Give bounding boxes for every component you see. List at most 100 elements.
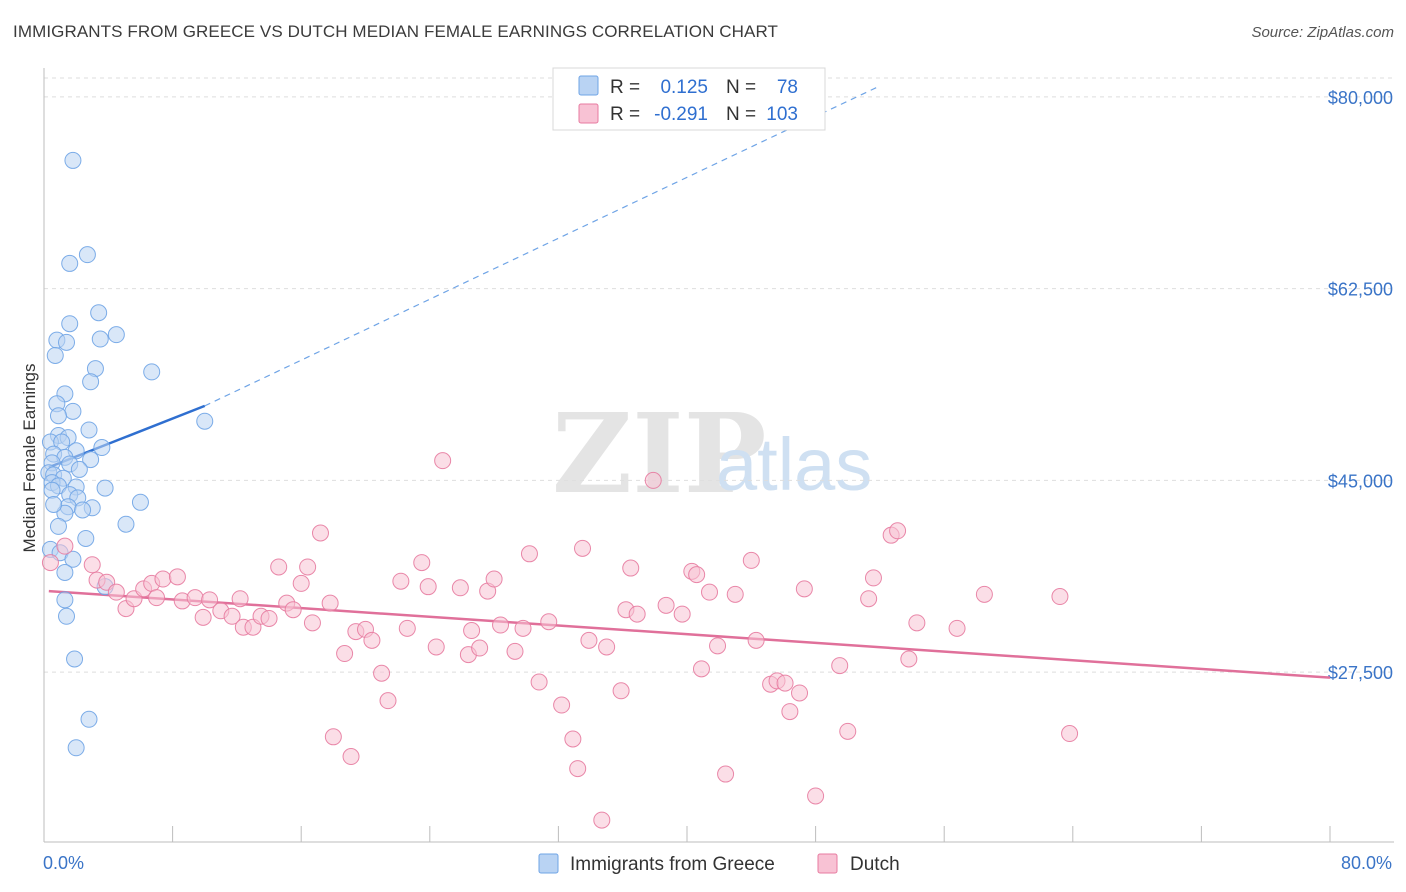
dutch-point-67	[622, 559, 640, 577]
dutch-point-70	[657, 596, 675, 614]
dutch-point-91	[864, 569, 882, 587]
dutch-point-46	[451, 579, 469, 597]
bottom-legend-swatch-dutch	[817, 853, 838, 874]
dutch-point-62	[580, 631, 598, 649]
greece-point-57	[66, 650, 84, 668]
dutch-point-85	[791, 684, 809, 702]
y-tick-label-0: $27,500	[1328, 663, 1393, 683]
dutch-point-33	[336, 645, 354, 663]
dutch-point-94	[900, 650, 918, 668]
dutch-point-11	[154, 570, 172, 588]
bottom-legend-swatch-greece	[538, 853, 559, 874]
dutch-point-60	[569, 760, 587, 778]
dutch-point-56	[530, 673, 548, 691]
bottom-legend: Immigrants from Greece Dutch	[538, 853, 900, 875]
greece-point-55	[56, 591, 74, 609]
dutch-point-90	[860, 590, 878, 608]
greece-point-18	[80, 421, 98, 439]
dutch-point-48	[463, 622, 481, 640]
watermark-zip: ZIP	[552, 389, 766, 518]
greece-point-58	[80, 710, 98, 728]
trend-lines	[48, 85, 1331, 679]
greece-point-27	[82, 451, 100, 469]
dutch-point-49	[471, 639, 489, 657]
legend-n-label-dutch: N =	[726, 104, 756, 125]
dutch-point-12	[168, 568, 186, 586]
dutch-point-75	[701, 583, 719, 601]
dutch-point-68	[628, 605, 646, 623]
dutch-point-30	[311, 524, 329, 542]
legend-r-label-greece: R =	[610, 77, 640, 98]
dutch-point-10	[148, 589, 166, 607]
dutch-point-52	[492, 616, 510, 634]
greece-point-38	[43, 481, 61, 499]
greece-point-59	[67, 739, 85, 757]
dutch-point-19	[231, 590, 249, 608]
dutch-point-45	[434, 452, 452, 470]
greece-point-9	[46, 346, 64, 364]
dutch-point-24	[270, 558, 288, 576]
dutch-point-40	[392, 572, 410, 590]
y-tick-labels: $27,500 $45,000 $62,500 $80,000	[1328, 88, 1393, 683]
dutch-point-84	[781, 703, 799, 721]
legend-swatch-dutch	[578, 103, 599, 124]
dutch-point-0	[41, 554, 59, 572]
bottom-legend-label-greece: Immigrants from Greece	[570, 854, 775, 875]
dutch-point-97	[975, 585, 993, 603]
dutch-point-14	[186, 589, 204, 607]
dutch-point-41	[398, 619, 416, 637]
dutch-point-65	[612, 682, 630, 700]
dutch-point-95	[908, 614, 926, 632]
dutch-point-34	[342, 748, 360, 766]
dutch-trend-line	[48, 589, 1331, 679]
y-tick-label-3: $80,000	[1328, 88, 1393, 108]
dutch-point-71	[673, 605, 691, 623]
greece-point-53	[56, 563, 74, 581]
dutch-point-15	[194, 608, 212, 626]
data-points	[40, 151, 1079, 829]
greece-point-5	[107, 326, 125, 344]
greece-point-8	[58, 333, 76, 351]
greece-point-41	[131, 493, 149, 511]
dutch-point-98	[1051, 588, 1069, 606]
greece-point-12	[82, 373, 100, 391]
x-tick-label-left: 0.0%	[43, 853, 84, 873]
dutch-point-51	[485, 570, 503, 588]
dutch-point-2	[83, 556, 101, 574]
dutch-point-76	[709, 637, 727, 655]
dutch-point-53	[506, 642, 524, 660]
greece-point-0	[64, 151, 82, 169]
dutch-point-77	[717, 765, 735, 783]
dutch-point-28	[299, 558, 317, 576]
dutch-point-32	[324, 728, 342, 746]
dutch-point-43	[419, 578, 437, 596]
dutch-point-5	[107, 583, 125, 601]
watermark-atlas: atlas	[716, 423, 872, 506]
dutch-point-61	[574, 539, 592, 557]
dutch-point-80	[747, 631, 765, 649]
greece-point-2	[61, 254, 79, 272]
greece-point-4	[61, 315, 79, 333]
y-tick-label-2: $62,500	[1328, 280, 1393, 300]
greece-point-15	[64, 402, 82, 420]
dutch-point-99	[1061, 725, 1079, 743]
source-label: Source: ZipAtlas.com	[1251, 24, 1394, 41]
y-axis-title: Median Female Earnings	[20, 364, 39, 553]
greece-trend-extension	[204, 85, 881, 407]
greece-point-30	[70, 460, 88, 478]
dutch-point-44	[427, 638, 445, 656]
dutch-point-96	[948, 619, 966, 637]
dutch-point-79	[742, 551, 760, 569]
y-tick-label-1: $45,000	[1328, 471, 1393, 491]
dutch-point-59	[564, 730, 582, 748]
dutch-point-88	[831, 657, 849, 675]
greece-point-56	[58, 607, 76, 625]
dutch-point-26	[284, 601, 302, 619]
greece-point-46	[45, 496, 63, 514]
dutch-point-54	[514, 619, 532, 637]
dutch-point-73	[688, 566, 706, 584]
greece-point-6	[91, 330, 109, 348]
greece-point-52	[64, 550, 82, 568]
dutch-point-23	[260, 609, 278, 627]
dutch-point-93	[889, 522, 907, 540]
